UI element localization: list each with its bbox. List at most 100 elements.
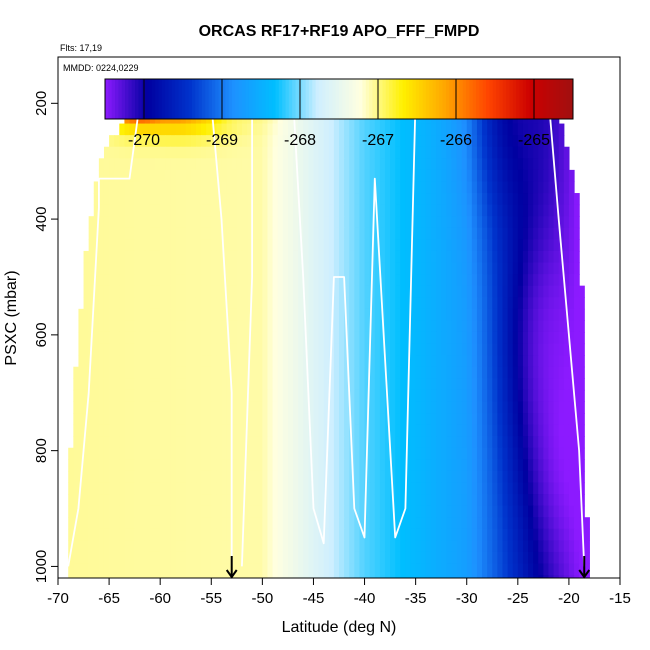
heatmap-cell — [395, 331, 401, 345]
heatmap-cell — [359, 494, 366, 507]
heatmap-cell — [298, 262, 304, 275]
heatmap-cell — [456, 227, 463, 240]
heatmap-cell — [267, 528, 274, 541]
heatmap-cell — [139, 123, 146, 136]
heatmap-cell — [553, 146, 560, 159]
heatmap-cell — [119, 343, 126, 356]
heatmap-cell — [410, 274, 417, 287]
heatmap-cell — [78, 459, 85, 472]
heatmap-cell — [359, 482, 366, 495]
heatmap-cell — [425, 389, 432, 403]
heatmap-cell — [415, 436, 422, 449]
heatmap-cell — [298, 308, 304, 321]
colorbar-swatch — [295, 79, 300, 119]
heatmap-cell — [538, 146, 544, 159]
heatmap-cell — [277, 575, 284, 578]
heatmap-cell — [155, 378, 161, 391]
heatmap-cell — [114, 413, 120, 426]
heatmap-cell — [548, 204, 555, 217]
heatmap-cell — [149, 494, 156, 507]
flights-subtitle: Flts: 17,19 — [60, 43, 102, 53]
heatmap-cell — [344, 158, 350, 171]
heatmap-cell — [420, 366, 427, 379]
heatmap-cell — [216, 540, 223, 553]
heatmap-cell — [568, 413, 575, 426]
heatmap-cell — [114, 135, 120, 148]
heatmap-cell — [441, 540, 447, 553]
plot-frame — [57, 56, 621, 579]
heatmap-cell — [272, 563, 279, 576]
heatmap-cell — [405, 262, 412, 275]
heatmap-cell — [221, 320, 228, 333]
heatmap-cell — [206, 413, 212, 426]
heatmap-cell — [563, 320, 570, 333]
heatmap-cell — [318, 355, 325, 368]
heatmap-cell — [420, 378, 427, 391]
heatmap-cell — [548, 227, 555, 240]
heatmap-cell — [298, 401, 304, 414]
heatmap-cell — [287, 204, 294, 217]
x-tick-label: -25 — [507, 590, 529, 607]
colorbar-swatch — [218, 79, 223, 119]
heatmap-cell — [119, 239, 126, 252]
heatmap-cell — [420, 528, 427, 541]
heatmap-cell — [83, 355, 90, 368]
heatmap-cell — [293, 193, 299, 206]
heatmap-cell — [170, 563, 177, 576]
heatmap-cell — [308, 181, 315, 194]
heatmap-cell — [482, 575, 488, 578]
heatmap-cell — [476, 447, 483, 460]
heatmap-cell — [344, 505, 350, 518]
heatmap-cell — [487, 459, 493, 472]
colorbar-swatch — [131, 79, 136, 119]
heatmap-cell — [446, 563, 452, 576]
heatmap-cell — [257, 505, 263, 518]
heatmap-cell — [507, 551, 514, 565]
heatmap-cell — [98, 297, 105, 310]
heatmap-cell — [241, 146, 248, 159]
heatmap-cell — [216, 413, 223, 426]
heatmap-cell — [574, 250, 580, 264]
heatmap-cell — [344, 413, 350, 426]
heatmap-cell — [180, 470, 187, 484]
heatmap-cell — [558, 297, 565, 310]
heatmap-cell — [420, 285, 427, 298]
heatmap-cell — [206, 227, 212, 240]
heatmap-cell — [231, 216, 238, 229]
y-tick-label: 400 — [33, 207, 50, 232]
heatmap-cell — [538, 517, 544, 530]
heatmap-cell — [257, 123, 263, 136]
heatmap-cell — [109, 517, 115, 530]
heatmap-cell — [139, 563, 146, 576]
heatmap-cell — [451, 227, 458, 240]
heatmap-cell — [344, 250, 350, 264]
heatmap-cell — [78, 378, 85, 391]
heatmap-cell — [415, 193, 422, 206]
heatmap-cell — [78, 505, 85, 518]
heatmap-cell — [287, 355, 294, 368]
heatmap-cell — [211, 401, 217, 414]
heatmap-cell — [451, 540, 458, 553]
heatmap-cell — [451, 551, 458, 565]
heatmap-cell — [339, 528, 345, 541]
heatmap-cell — [282, 123, 289, 136]
heatmap-cell — [415, 447, 422, 460]
heatmap-cell — [364, 146, 371, 159]
heatmap-cell — [400, 517, 407, 530]
heatmap-cell — [476, 413, 483, 426]
heatmap-cell — [400, 401, 407, 414]
heatmap-cell — [287, 389, 294, 403]
heatmap-cell — [568, 482, 575, 495]
heatmap-cell — [262, 378, 269, 391]
heatmap-cell — [160, 401, 166, 414]
heatmap-cell — [226, 470, 233, 484]
heatmap-cell — [466, 135, 473, 148]
heatmap-cell — [236, 551, 243, 565]
heatmap-cell — [98, 459, 105, 472]
heatmap-cell — [379, 413, 386, 426]
heatmap-cell — [579, 366, 585, 379]
heatmap-cell — [201, 517, 207, 530]
heatmap-cell — [543, 575, 550, 578]
heatmap-cell — [507, 285, 514, 298]
heatmap-cell — [374, 123, 381, 136]
